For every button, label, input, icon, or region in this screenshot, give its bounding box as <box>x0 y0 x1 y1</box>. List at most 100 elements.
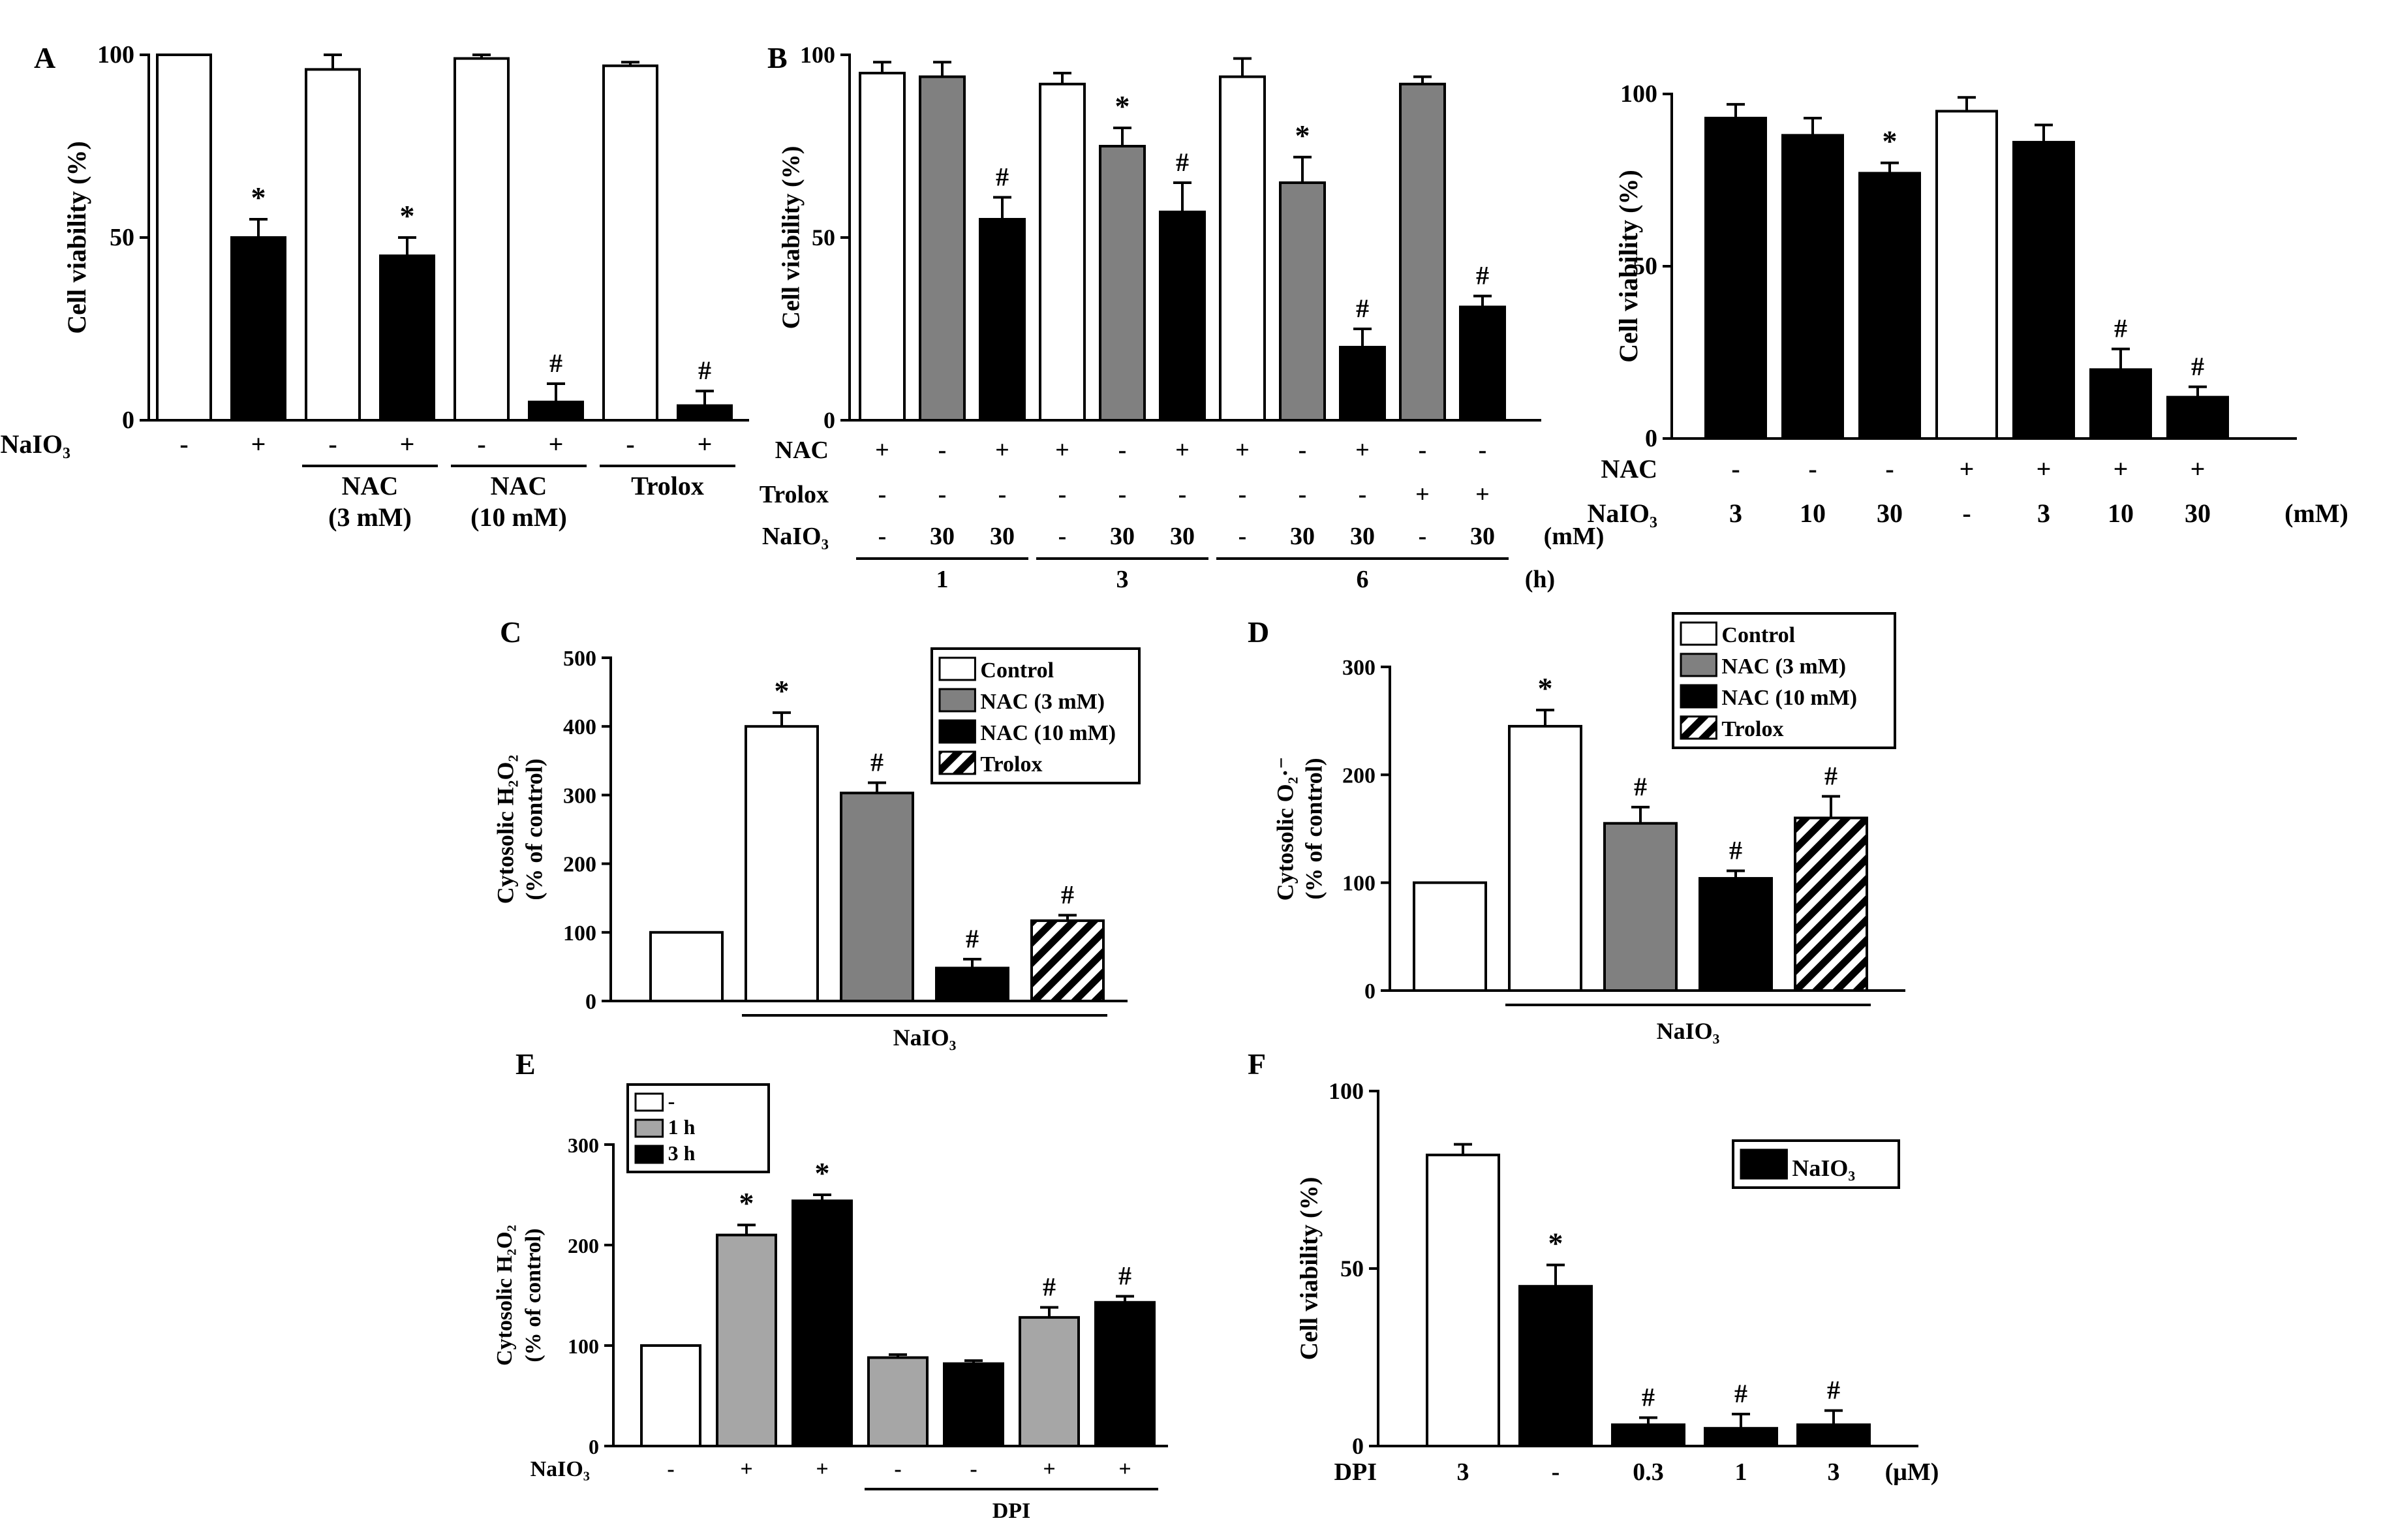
condition-cell: - <box>1419 437 1427 464</box>
bar <box>745 725 819 1002</box>
row-label: NAC <box>1601 454 1657 484</box>
significance-mark: # <box>1118 1261 1131 1291</box>
bar <box>792 1199 853 1447</box>
group-label: DPI <box>992 1499 1031 1523</box>
condition-cell: + <box>816 1457 828 1481</box>
bar <box>1159 210 1206 422</box>
significance-mark: # <box>1176 147 1189 177</box>
legend-label: Control <box>980 658 1054 683</box>
condition-cell: - <box>1552 1458 1560 1486</box>
panel-d: D Cytosolic O₂·⁻ (% of control) 0 100 200 300 *… <box>1248 612 1905 1044</box>
significance-mark: # <box>698 356 711 385</box>
condition-cell: - <box>1178 481 1187 508</box>
significance-mark: * <box>739 1186 754 1220</box>
significance-mark: * <box>400 199 415 232</box>
bar <box>867 1356 929 1447</box>
significance-mark: * <box>251 181 266 214</box>
y-tick-label: 50 <box>1340 1255 1364 1282</box>
condition-cell: + <box>875 437 889 464</box>
panel-label: A <box>34 41 55 74</box>
y-tick-label: 0 <box>1645 425 1657 452</box>
y-axis-label: Cell viability (%) <box>778 146 805 330</box>
significance-mark: * <box>775 674 790 707</box>
significance-mark: # <box>1043 1272 1056 1301</box>
bar <box>1099 145 1146 422</box>
y-tick-label: 100 <box>1329 1078 1364 1104</box>
panel-label: B <box>767 41 788 74</box>
bar <box>979 218 1026 422</box>
legend-label: 1 h <box>668 1115 696 1139</box>
condition-cell: - <box>1238 523 1247 550</box>
significance-mark: # <box>966 924 979 953</box>
bar <box>935 966 1009 1003</box>
condition-cell: - <box>998 481 1007 508</box>
legend-swatch <box>1680 621 1717 646</box>
row-label: NAC <box>775 437 829 464</box>
significance-mark: # <box>1734 1379 1747 1408</box>
condition-cell: - <box>626 429 634 459</box>
significance-mark: # <box>1824 761 1837 790</box>
significance-mark: * <box>1115 89 1130 123</box>
row-label: NaIO₃ <box>530 1457 590 1481</box>
condition-cell: + <box>549 429 564 459</box>
significance-mark: * <box>1538 671 1553 705</box>
condition-cell: - <box>1479 437 1487 464</box>
legend-swatch <box>938 656 976 681</box>
condition-cell: - <box>1238 481 1247 508</box>
bar <box>1219 75 1266 422</box>
condition-cell: 30 <box>1110 523 1135 550</box>
significance-mark: * <box>1883 125 1898 158</box>
condition-cell: 30 <box>2185 499 2211 528</box>
panel-b2: Cell viability (%) 0 50 100 * # # NAC - - - + + + + NaI… <box>1587 80 2348 528</box>
bar <box>1603 822 1678 992</box>
bar <box>156 54 212 422</box>
significance-mark: * <box>1548 1227 1563 1260</box>
bar <box>1935 110 1998 440</box>
panel-b: B Cell viability (%) 0 50 100 # * # * # # NAC + - + + - +… <box>760 41 1605 593</box>
condition-cell: - <box>1962 499 1971 528</box>
legend-swatch <box>634 1118 664 1138</box>
y-tick-label: 0 <box>122 407 134 434</box>
panel-label: F <box>1248 1047 1266 1081</box>
y-tick-label: 50 <box>812 224 835 251</box>
condition-cell: 3 <box>2037 499 2050 528</box>
row-label: NaIO₃ <box>1587 499 1657 528</box>
panel-e: E Cytosolic H₂O₂ (% of control) 0 100 200 300 *… <box>493 1047 1168 1523</box>
y-tick-label: 0 <box>589 1435 599 1458</box>
condition-cell: - <box>878 481 887 508</box>
bar <box>2166 395 2229 440</box>
bar <box>1796 1423 1871 1448</box>
condition-cell: + <box>251 429 266 459</box>
group-label: NaIO₃ <box>893 1024 957 1051</box>
y-axis-label: Cell viability (%) <box>1614 170 1643 363</box>
condition-cell: - <box>970 1457 977 1481</box>
bar <box>1426 1153 1500 1448</box>
condition-cell: 30 <box>1290 523 1315 550</box>
condition-cell: - <box>894 1457 901 1481</box>
row-unit: (μM) <box>1885 1458 1939 1486</box>
group-label: 3 <box>1116 566 1129 593</box>
group-label: 6 <box>1357 566 1369 593</box>
row-label: NaIO₃ <box>0 429 70 459</box>
condition-cell: 3 <box>1457 1458 1469 1486</box>
legend-label: NAC (3 mM) <box>1721 654 1846 679</box>
y-tick-label: 100 <box>97 41 134 69</box>
bar <box>716 1233 777 1447</box>
bar <box>1030 919 1105 1003</box>
y-tick-label: 100 <box>1620 80 1657 108</box>
condition-cell: - <box>1118 481 1127 508</box>
group-unit: (h) <box>1525 566 1555 593</box>
condition-cell: 30 <box>1350 523 1375 550</box>
legend-swatch <box>1740 1148 1788 1180</box>
condition-cell: - <box>667 1457 674 1481</box>
bar <box>840 792 914 1003</box>
y-axis-label: Cytosolic H₂O₂ <box>493 1225 517 1366</box>
condition-cell: 3 <box>1828 1458 1840 1486</box>
bar <box>1019 1316 1080 1447</box>
condition-cell: 10 <box>1800 499 1826 528</box>
bar <box>943 1362 1004 1447</box>
legend-swatch <box>1680 684 1717 709</box>
significance-mark: # <box>1642 1382 1655 1411</box>
y-tick-label: 500 <box>563 647 596 671</box>
y-tick-label: 400 <box>563 715 596 739</box>
